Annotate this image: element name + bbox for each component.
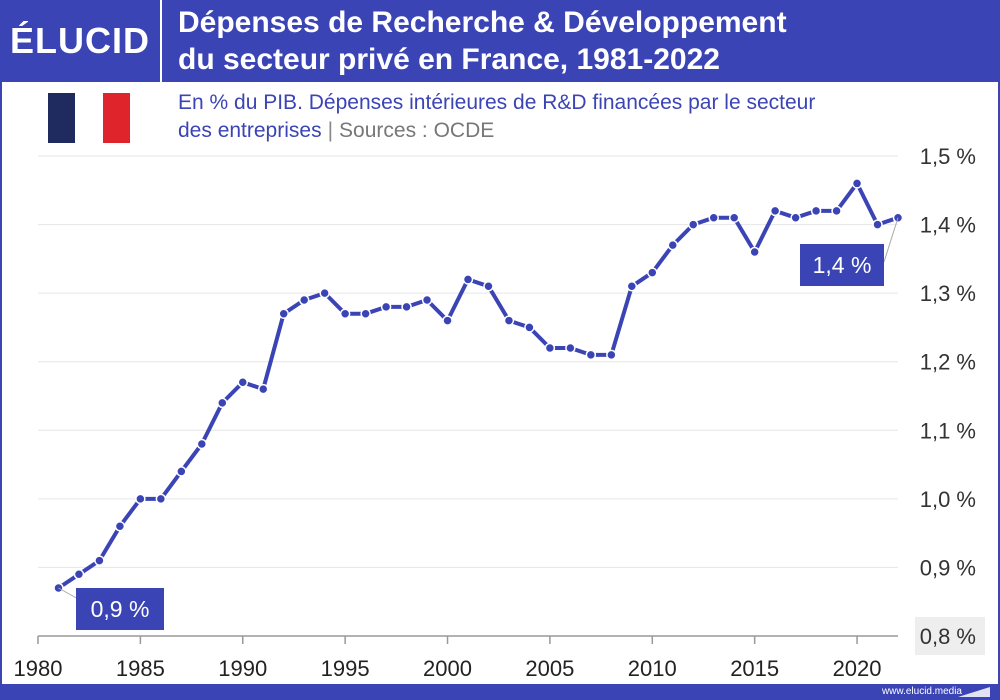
flag-stripe-red — [102, 93, 130, 143]
footer-bar — [0, 684, 1000, 700]
data-point — [749, 246, 760, 258]
data-point — [360, 308, 371, 319]
data-point — [421, 294, 433, 306]
data-point — [708, 212, 719, 223]
data-point — [667, 239, 679, 251]
y-tick-label: 1,0 % — [920, 487, 976, 512]
data-point — [401, 301, 412, 313]
annotation-leader — [883, 217, 899, 263]
france-flag-icon — [48, 93, 130, 143]
chart-title: Dépenses de Recherche & Développement du… — [178, 4, 988, 78]
subtitle-line-1: En % du PIB. Dépenses intérieures de R&D… — [178, 91, 816, 114]
y-tick-label: 1,2 % — [920, 350, 976, 375]
chart-subtitle: En % du PIB. Dépenses intérieures de R&D… — [178, 89, 968, 145]
data-point — [790, 212, 801, 223]
elucid-logo[interactable]: ÉLUCID — [10, 20, 150, 61]
annotation-box-start — [76, 588, 164, 630]
data-point — [217, 397, 228, 409]
data-point — [810, 205, 822, 217]
y-tick-label: 1,5 % — [920, 144, 976, 169]
x-tick-label: 1985 — [116, 656, 165, 681]
data-point — [524, 322, 535, 333]
x-tick-label: 1995 — [321, 656, 370, 681]
y-tick-label: 1,4 % — [920, 213, 976, 238]
subtitle-separator: | — [327, 119, 334, 142]
data-point — [769, 205, 781, 217]
frame-right-border — [998, 82, 1000, 700]
data-point — [503, 315, 515, 326]
data-point — [380, 301, 392, 313]
data-point — [851, 178, 863, 189]
x-tick-label: 2015 — [730, 656, 779, 681]
x-tick-label: 1980 — [14, 656, 63, 681]
data-point — [339, 308, 351, 319]
data-point — [647, 267, 658, 278]
data-point — [155, 493, 167, 505]
flag-stripe-white — [75, 93, 103, 143]
data-point — [462, 274, 474, 285]
header-bar: ÉLUCID Dépenses de Recherche & Développe… — [0, 0, 1000, 82]
data-point — [73, 569, 85, 580]
x-tick-label: 2000 — [423, 656, 472, 681]
data-point — [176, 466, 187, 477]
frame-left-border — [0, 82, 2, 700]
data-point — [442, 315, 453, 326]
data-point — [565, 342, 576, 354]
data-point — [278, 308, 289, 319]
annotation-label-start: 0,9 % — [91, 596, 150, 622]
series-line — [56, 181, 900, 590]
x-tick-label: 2005 — [525, 656, 574, 681]
y-tick-label: 1,1 % — [920, 418, 976, 443]
y-min-label-box — [915, 617, 985, 655]
header-divider — [160, 0, 162, 82]
subtitle-line-2: des entreprises — [178, 119, 322, 142]
annotation-box-end — [800, 244, 884, 286]
data-point — [544, 342, 556, 354]
annotation-label-end: 1,4 % — [813, 252, 872, 278]
y-tick-label: 0,9 % — [920, 555, 976, 580]
data-point — [831, 205, 842, 217]
title-line-1: Dépenses de Recherche & Développement — [178, 6, 787, 39]
data-point — [606, 349, 617, 361]
data-point — [94, 555, 105, 566]
data-point — [237, 377, 249, 388]
data-point — [483, 281, 494, 292]
title-line-2: du secteur privé en France, 1981-2022 — [178, 43, 720, 76]
x-tick-label: 1990 — [218, 656, 267, 681]
data-point — [114, 521, 126, 532]
data-point — [135, 493, 146, 505]
data-point — [687, 219, 699, 230]
footer-url[interactable]: www.elucid.media — [881, 686, 962, 697]
flag-stripe-blue — [48, 93, 76, 143]
data-point — [728, 212, 740, 223]
data-point — [319, 287, 330, 299]
data-point — [196, 438, 208, 450]
source-label: Sources : OCDE — [339, 119, 495, 142]
data-point — [585, 349, 597, 361]
y-min-label: 0,8 % — [920, 624, 976, 649]
data-point — [872, 219, 883, 230]
y-tick-label: 1,3 % — [920, 281, 976, 306]
x-tick-label: 2020 — [833, 656, 882, 681]
data-point — [298, 294, 310, 306]
data-point — [257, 383, 269, 395]
x-tick-label: 2010 — [628, 656, 677, 681]
data-point — [626, 281, 638, 292]
